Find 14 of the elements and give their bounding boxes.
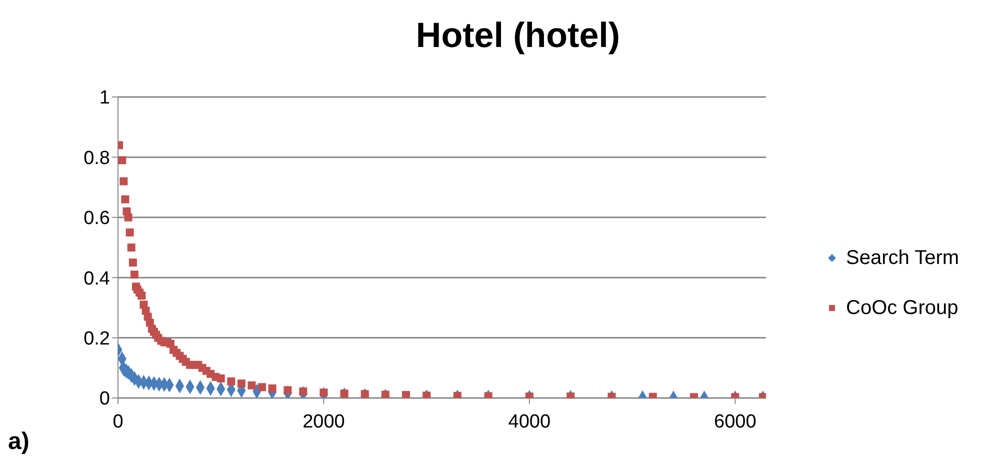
legend-label: CoOc Group (846, 296, 958, 320)
x-tick-label: 4000 (508, 411, 551, 432)
text: a) (8, 428, 30, 456)
y-tick-label: 0.2 (84, 328, 110, 350)
chart-title: Hotel (hotel) (414, 16, 622, 56)
y-tick-label: 0.6 (84, 208, 110, 230)
y-tick-label: 0 (99, 388, 110, 410)
y-tick-label: 0.8 (84, 148, 110, 169)
x-tick-label: 6000 (714, 411, 756, 432)
legend-label: Search Term (846, 246, 960, 270)
y-tick-label: 1 (99, 88, 110, 109)
y-tick-label: 0.4 (84, 268, 110, 290)
x-tick-label: 0 (112, 411, 124, 432)
x-tick-label: 2000 (302, 411, 345, 432)
